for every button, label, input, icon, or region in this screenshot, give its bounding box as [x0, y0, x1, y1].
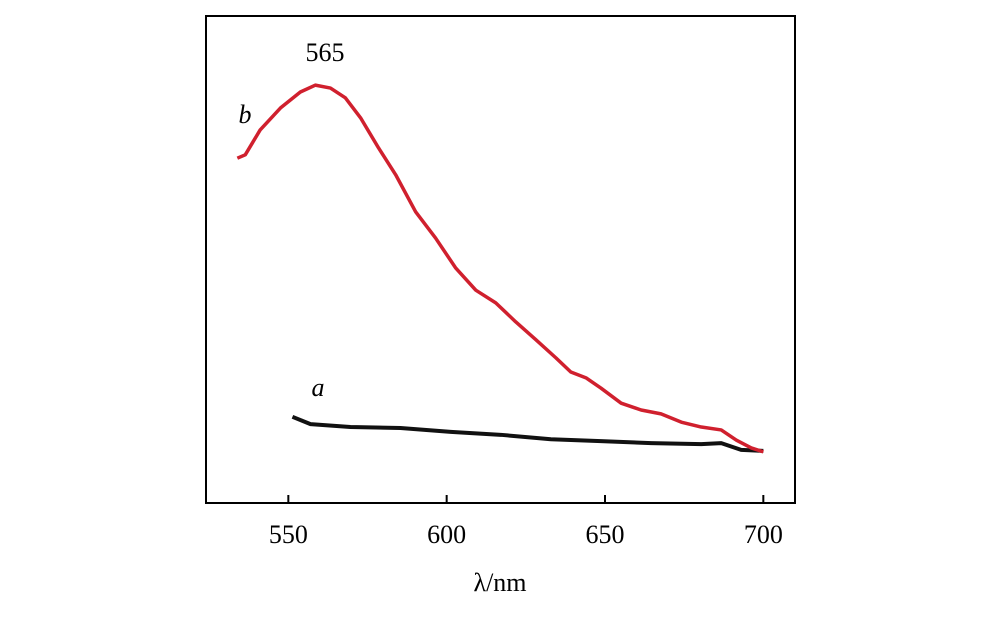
x-axis-label: λ/nm: [473, 568, 526, 597]
x-tick-label: 550: [269, 520, 308, 549]
x-tick-label: 650: [586, 520, 625, 549]
x-tick-label: 700: [744, 520, 783, 549]
x-tick-label: 600: [427, 520, 466, 549]
series-label: b: [239, 100, 252, 129]
annotation: 565: [306, 38, 345, 67]
series-line: [291, 414, 764, 453]
plot-frame: [205, 15, 796, 504]
series-label: a: [312, 373, 325, 402]
series-line: [236, 83, 764, 454]
